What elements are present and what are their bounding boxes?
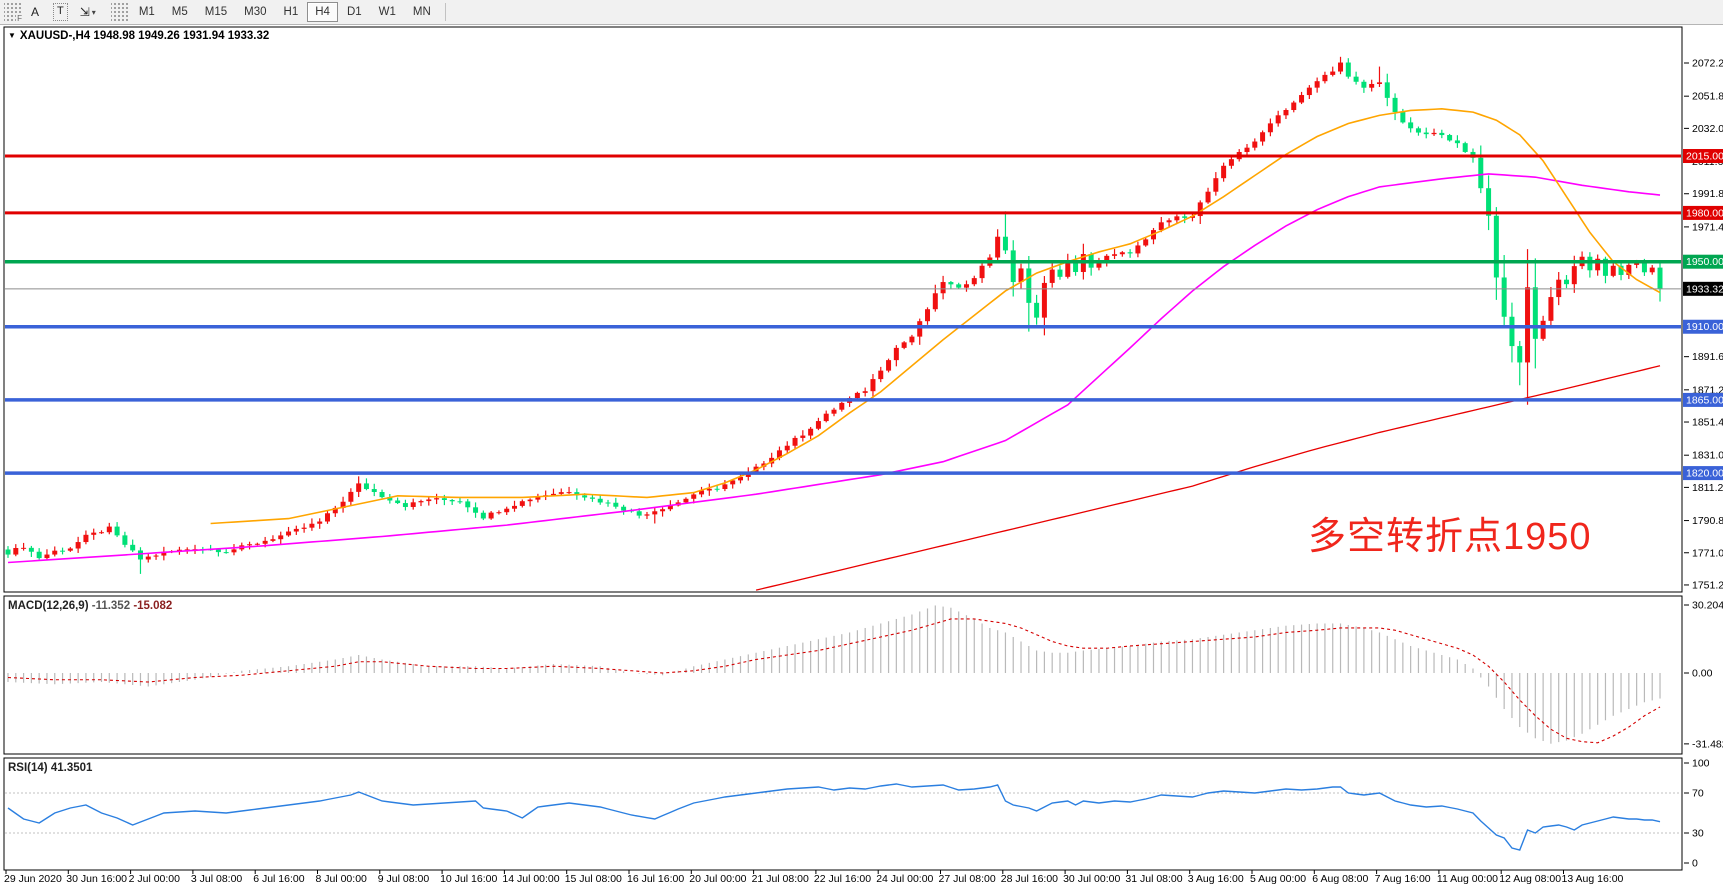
- svg-text:1980.00: 1980.00: [1686, 207, 1723, 219]
- svg-text:1933.32: 1933.32: [1686, 283, 1723, 295]
- time-axis-label: 11 Aug 00:00: [1437, 873, 1498, 885]
- price-axis-tick: 1811.20: [1692, 482, 1723, 494]
- cursor-arrows-icon: ⇲: [79, 5, 90, 19]
- time-axis-label: 8 Jul 00:00: [316, 873, 368, 885]
- timeframe-button-m30[interactable]: M30: [236, 2, 274, 22]
- text-tool-button[interactable]: T: [48, 2, 73, 23]
- time-axis-label: 2 Jul 00:00: [129, 873, 181, 885]
- price-axis: 2072.202051.802032.002011.601991.801971.…: [1683, 58, 1723, 591]
- main-price-pane: [3, 26, 1683, 593]
- time-axis-label: 30 Jun 16:00: [66, 873, 127, 885]
- time-axis-label: 7 Aug 16:00: [1375, 873, 1431, 885]
- time-axis-label: 6 Aug 08:00: [1312, 873, 1368, 885]
- price-axis-tick: 1971.40: [1692, 221, 1723, 233]
- dock-grip-icon[interactable]: F: [4, 3, 22, 23]
- chevron-down-icon: ▾: [91, 7, 96, 17]
- current-price-badge: [1683, 281, 1723, 296]
- price-axis-tick: 1891.60: [1692, 351, 1723, 363]
- timeframe-button-m15[interactable]: M15: [197, 2, 235, 22]
- macd-signal-line: [7, 618, 1661, 744]
- time-axis-label: 12 Aug 08:00: [1499, 873, 1561, 885]
- time-axis-label: 6 Jul 16:00: [253, 873, 305, 885]
- level-badge-1980.00: [1683, 205, 1723, 220]
- toolbar-separator-grip-icon: [110, 3, 129, 21]
- time-axis-label: 31 Jul 08:00: [1125, 873, 1182, 885]
- ma-fast-orange-line: [210, 108, 1661, 525]
- time-axis-label: 14 Jul 00:00: [502, 873, 559, 885]
- macd-axis-tick: 30.204: [1692, 600, 1723, 612]
- price-axis-tick: 1831.00: [1692, 450, 1723, 462]
- rsi-axis-tick: 70: [1692, 788, 1704, 800]
- timeframe-button-m5[interactable]: M5: [164, 2, 196, 22]
- time-axis-label: 27 Jul 08:00: [939, 873, 996, 885]
- time-axis: 29 Jun 2020 30 Jun 16:00 2 Jul 00:00 3 Jul …: [4, 870, 1624, 885]
- time-axis-label: 28 Jul 16:00: [1001, 873, 1058, 885]
- ma-slow-red-line: [755, 365, 1661, 591]
- time-axis-label: 5 Aug 00:00: [1250, 873, 1306, 885]
- svg-text:2015.00: 2015.00: [1686, 151, 1723, 163]
- toolbar-divider: [444, 3, 446, 21]
- price-axis-tick: 2072.20: [1692, 58, 1723, 70]
- rsi-axis-tick: 0: [1692, 858, 1698, 870]
- price-axis-tick: 2051.80: [1692, 91, 1723, 103]
- timeframe-button-h1[interactable]: H1: [276, 2, 307, 22]
- rsi-plot: [5, 783, 1681, 851]
- rsi-line: [7, 783, 1661, 851]
- time-axis-label: 3 Jul 08:00: [191, 873, 243, 885]
- arrow-label-tool-button[interactable]: A: [24, 2, 46, 23]
- level-badge-1820.00: [1683, 466, 1723, 481]
- svg-text:1865.00: 1865.00: [1686, 394, 1723, 406]
- time-axis-label: 30 Jul 00:00: [1063, 873, 1120, 885]
- text-tool-icon: T: [53, 3, 68, 21]
- time-axis-label: 16 Jul 16:00: [627, 873, 684, 885]
- time-axis-label: 24 Jul 00:00: [876, 873, 933, 885]
- time-axis-label: 20 Jul 00:00: [689, 873, 746, 885]
- level-badge-1950.00: [1683, 254, 1723, 269]
- toolbar: F A T ⇲ ▾ M1 M5 M15 M30 H1 H4 D1 W1 MN: [0, 0, 1723, 25]
- level-badge-1910.00: [1683, 319, 1723, 334]
- rsi-axis-tick: 30: [1692, 828, 1704, 840]
- timeframe-group: M1 M5 M15 M30 H1 H4 D1 W1 MN: [131, 2, 439, 22]
- time-axis-label: 9 Jul 08:00: [378, 873, 430, 885]
- svg-text:1950.00: 1950.00: [1686, 256, 1723, 268]
- rsi-axis-tick: 100: [1692, 758, 1710, 770]
- time-axis-label: 29 Jun 2020: [4, 873, 62, 885]
- rsi-pane: [3, 757, 1683, 871]
- timeframe-button-m1[interactable]: M1: [131, 2, 163, 22]
- level-badge-1865.00: [1683, 392, 1723, 407]
- macd-pane: [3, 595, 1683, 755]
- grip-f-label: F: [16, 14, 22, 23]
- time-axis-label: 21 Jul 08:00: [752, 873, 809, 885]
- timeframe-button-mn[interactable]: MN: [405, 2, 439, 22]
- macd-axis-tick: -31.482: [1692, 738, 1723, 750]
- price-axis-tick: 2032.00: [1692, 123, 1723, 135]
- timeframe-button-d1[interactable]: D1: [339, 2, 370, 22]
- price-axis-tick: 1790.80: [1692, 515, 1723, 527]
- price-axis-tick: 1751.20: [1692, 579, 1723, 591]
- cursor-tool-button[interactable]: ⇲ ▾: [75, 2, 101, 23]
- time-axis-label: 3 Aug 16:00: [1188, 873, 1244, 885]
- ma-mid-magenta-line: [7, 173, 1661, 564]
- timeframe-button-h4[interactable]: H4: [307, 2, 338, 22]
- price-axis-tick: 1851.40: [1692, 417, 1723, 429]
- svg-text:1820.00: 1820.00: [1686, 468, 1723, 480]
- time-axis-label: 22 Jul 16:00: [814, 873, 871, 885]
- svg-text:1910.00: 1910.00: [1686, 321, 1723, 333]
- timeframe-button-w1[interactable]: W1: [371, 2, 404, 22]
- macd-axis-tick: 0.00: [1692, 668, 1713, 680]
- time-axis-label: 15 Jul 08:00: [565, 873, 622, 885]
- time-axis-label: 10 Jul 16:00: [440, 873, 497, 885]
- time-axis-label: 13 Aug 16:00: [1562, 873, 1624, 885]
- candles-layer: [5, 56, 1663, 574]
- level-badge-2015.00: [1683, 149, 1723, 164]
- price-axis-tick: 1991.80: [1692, 188, 1723, 200]
- macd-plot: [7, 605, 1661, 744]
- price-axis-tick: 1771.00: [1692, 547, 1723, 559]
